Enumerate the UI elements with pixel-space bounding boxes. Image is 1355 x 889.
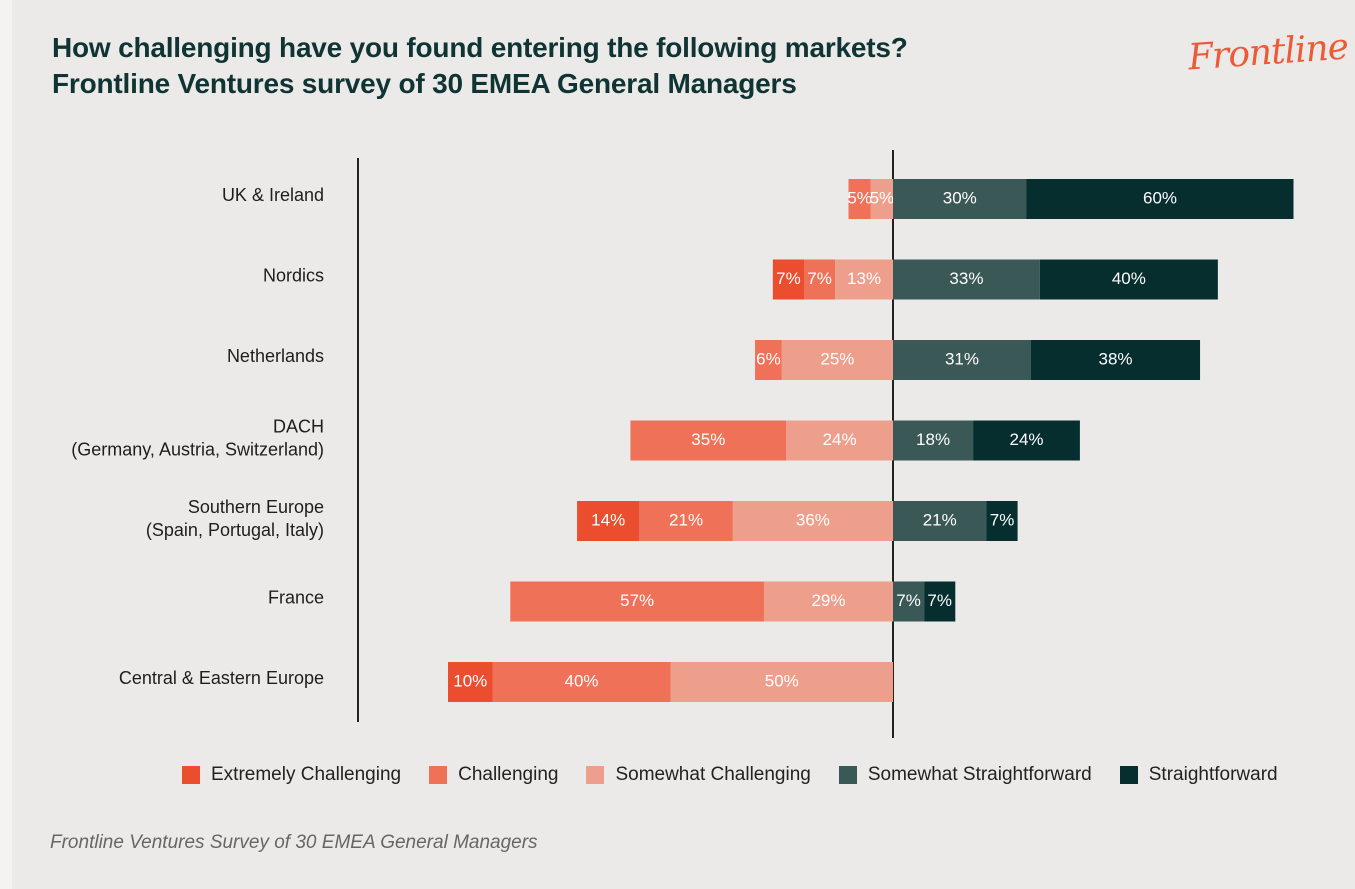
bar-label-netherlands-challenging: 6% [756, 349, 781, 368]
bar-uk-ireland-somewhat-challenging [870, 179, 893, 219]
bar-label-france-straightforward: 7% [927, 591, 952, 610]
bar-label-uk-ireland-somewhat-challenging: 5% [870, 188, 895, 207]
category-label-southern-europe: Southern Europe [188, 497, 324, 517]
bar-label-france-somewhat-straightforward: 7% [896, 591, 921, 610]
bar-central-eastern-europe-somewhat-challenging [670, 662, 893, 702]
bar-label-southern-europe-extremely-challenging: 14% [591, 510, 625, 529]
chart-title-line-1: How challenging have you found entering … [52, 32, 908, 63]
bar-nordics-somewhat-challenging [835, 259, 893, 300]
legend-label-challenging: Challenging [458, 764, 559, 785]
bar-label-southern-europe-somewhat-challenging: 36% [796, 510, 830, 529]
bar-label-nordics-somewhat-straightforward: 33% [949, 269, 983, 288]
bar-netherlands-challenging [755, 340, 782, 380]
legend-swatch-straightforward [1119, 766, 1138, 784]
legend-label-somewhat-straightforward: Somewhat Straightforward [867, 764, 1092, 785]
legend-swatch-somewhat-challenging [586, 766, 605, 784]
category-label-uk-ireland: UK & Ireland [222, 185, 324, 205]
legend-label-somewhat-challenging: Somewhat Challenging [615, 764, 811, 785]
legend-item-challenging: Challenging [429, 764, 558, 786]
bar-nordics-extremely-challenging [772, 259, 804, 300]
bar-label-netherlands-somewhat-straightforward: 31% [945, 349, 979, 368]
bar-label-uk-ireland-straightforward: 60% [1143, 188, 1177, 207]
bar-netherlands-straightforward [1030, 340, 1201, 380]
bar-southern-europe-somewhat-challenging [732, 501, 893, 541]
chart-legend: Extremely Challenging Challenging Somewhat… [182, 764, 1278, 786]
chart-title: How challenging have you found entering … [52, 30, 908, 102]
bar-label-southern-europe-straightforward: 7% [990, 510, 1015, 529]
bar-label-france-challenging: 57% [620, 591, 654, 610]
bar-label-nordics-extremely-challenging: 7% [776, 269, 801, 288]
bar-label-dach-challenging: 35% [691, 430, 725, 449]
bar-dach-challenging [630, 420, 787, 461]
bar-dach-somewhat-challenging [786, 420, 893, 461]
bar-france-somewhat-challenging [763, 581, 893, 622]
legend-swatch-challenging [429, 766, 448, 784]
category-label-netherlands: Netherlands [227, 346, 324, 366]
bar-label-dach-straightforward: 24% [1009, 430, 1043, 449]
category-sublabel-southern-europe: (Spain, Portugal, Italy) [146, 520, 324, 540]
legend-item-somewhat-challenging: Somewhat Challenging [586, 764, 811, 786]
bar-label-uk-ireland-somewhat-straightforward: 30% [943, 188, 977, 207]
chart-title-line-2: Frontline Ventures survey of 30 EMEA Gen… [52, 68, 797, 99]
bar-label-central-eastern-europe-somewhat-challenging: 50% [765, 671, 799, 690]
bar-southern-europe-challenging [639, 501, 733, 541]
bar-label-nordics-challenging: 7% [807, 269, 832, 288]
bar-label-uk-ireland-challenging: 5% [847, 188, 872, 207]
bar-uk-ireland-straightforward [1026, 179, 1294, 219]
diverging-bar-chart: UK & Ireland 5%5% 30% 60% Nordics 13% 7% 7% 33% 4… [71, 150, 1294, 738]
legend-item-straightforward: Straightforward [1119, 764, 1278, 786]
bar-france-straightforward [924, 581, 956, 622]
category-label-central-eastern-europe: Central & Eastern Europe [119, 668, 324, 688]
chart-page: How challenging have you found entering … [12, 0, 1355, 889]
bar-nordics-straightforward [1039, 259, 1218, 300]
category-label-nordics: Nordics [263, 265, 324, 285]
bar-southern-europe-somewhat-straightforward [893, 501, 987, 541]
source-note: Frontline Ventures Survey of 30 EMEA Gen… [50, 832, 538, 853]
bar-central-eastern-europe-extremely-challenging [448, 662, 493, 702]
bar-uk-ireland-challenging [848, 179, 871, 219]
bar-nordics-somewhat-straightforward [893, 259, 1040, 300]
bar-label-netherlands-somewhat-challenging: 25% [820, 349, 854, 368]
legend-swatch-somewhat-straightforward [838, 766, 857, 784]
category-label-france: France [268, 587, 324, 607]
legend-label-extremely-challenging: Extremely Challenging [211, 764, 402, 785]
bar-label-dach-somewhat-challenging: 24% [823, 430, 857, 449]
legend-swatch-extremely-challenging [182, 766, 200, 784]
bar-label-dach-somewhat-straightforward: 18% [916, 430, 950, 449]
category-label-dach: DACH [273, 416, 324, 436]
bar-netherlands-somewhat-straightforward [893, 340, 1031, 380]
bar-france-challenging [510, 581, 764, 622]
legend-label-straightforward: Straightforward [1148, 764, 1278, 785]
bar-uk-ireland-somewhat-straightforward [893, 179, 1027, 219]
legend-item-somewhat-straightforward: Somewhat Straightforward [838, 764, 1092, 786]
bar-label-southern-europe-challenging: 21% [669, 510, 703, 529]
bar-label-netherlands-straightforward: 38% [1098, 349, 1132, 368]
bar-label-nordics-somewhat-challenging: 13% [847, 269, 881, 288]
bar-central-eastern-europe-challenging [492, 662, 671, 702]
bar-southern-europe-straightforward [986, 501, 1018, 541]
bar-dach-somewhat-straightforward [893, 420, 974, 461]
bar-label-central-eastern-europe-extremely-challenging: 10% [453, 671, 487, 690]
bar-southern-europe-extremely-challenging [577, 501, 640, 541]
bar-label-nordics-straightforward: 40% [1112, 269, 1146, 288]
bar-label-central-eastern-europe-challenging: 40% [564, 671, 598, 690]
bar-france-somewhat-straightforward [893, 581, 925, 622]
bar-netherlands-somewhat-challenging [781, 340, 893, 380]
bar-nordics-challenging [804, 259, 836, 300]
bar-label-southern-europe-somewhat-straightforward: 21% [923, 510, 957, 529]
bar-dach-straightforward [973, 420, 1080, 461]
legend-item-extremely-challenging: Extremely Challenging [182, 764, 401, 786]
bar-label-france-somewhat-challenging: 29% [811, 591, 845, 610]
category-sublabel-dach: (Germany, Austria, Switzerland) [71, 439, 324, 459]
